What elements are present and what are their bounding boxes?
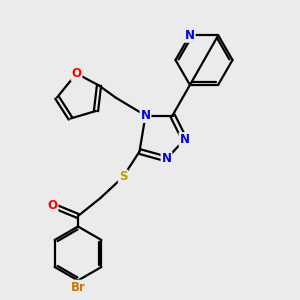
Text: N: N xyxy=(179,133,190,146)
Text: S: S xyxy=(119,170,127,184)
Text: O: O xyxy=(71,67,82,80)
Text: N: N xyxy=(140,109,151,122)
Text: Br: Br xyxy=(70,280,86,294)
Text: O: O xyxy=(47,199,58,212)
Text: N: N xyxy=(161,152,172,166)
Text: N: N xyxy=(185,29,195,42)
